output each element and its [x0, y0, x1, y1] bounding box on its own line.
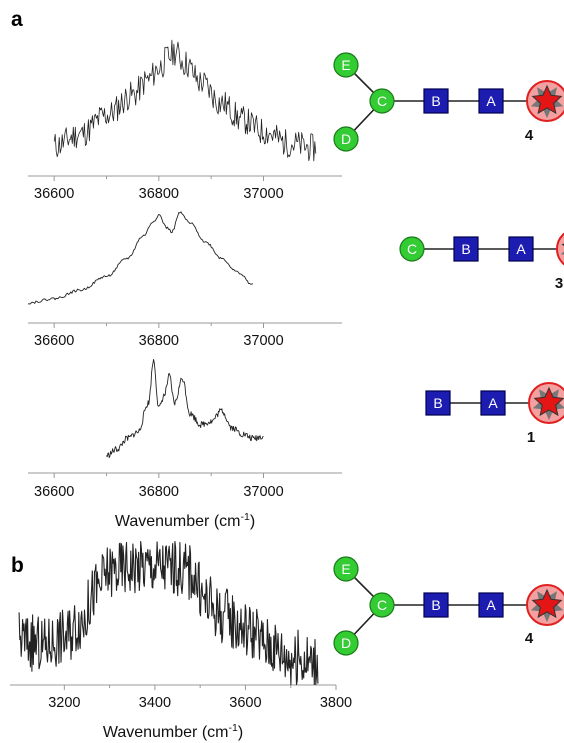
x-axis-title: Wavenumber (cm-1) — [115, 511, 255, 530]
chart-2: 36600 36800 37000 — [27, 211, 342, 349]
x-tick-label: 37000 — [243, 186, 283, 202]
x-tick-label: 37000 — [243, 333, 283, 349]
star-icon — [531, 588, 563, 619]
spectrum-line — [106, 359, 264, 458]
node-a-square — [478, 592, 504, 618]
x-axis-title: Wavenumber (cm-1) — [103, 722, 243, 741]
node-b-square — [423, 88, 449, 114]
x-tick-label: 36800 — [139, 333, 179, 349]
compound-number: 3 — [555, 275, 563, 292]
node-b-square — [453, 236, 479, 262]
node-b-label: B — [461, 241, 470, 257]
chart-4: 3200 3400 3600 3800 Wavenumber (cm-1) — [10, 540, 352, 741]
x-tick-label: 3600 — [229, 695, 261, 711]
chart-3: 36600 36800 37000 Wavenumber (cm-1) — [28, 359, 342, 530]
node-a-label: A — [488, 395, 498, 411]
x-tick-label: 36600 — [34, 333, 74, 349]
node-a-label: A — [486, 597, 496, 613]
x-tick-label: 3200 — [48, 695, 80, 711]
glycan-structure-3: B A 1 — [425, 382, 564, 446]
node-e-label: E — [341, 57, 350, 73]
panel-a-letter: a — [11, 8, 23, 31]
node-b-label: B — [431, 597, 440, 613]
chart-1: 36600 36800 37000 — [28, 39, 342, 202]
node-c-circle — [369, 592, 395, 618]
node-a-square — [480, 390, 506, 416]
node-e-circle — [333, 52, 359, 78]
node-d-circle — [333, 126, 359, 152]
node-b-label: B — [431, 93, 440, 109]
x-tick-label: 36600 — [34, 186, 74, 202]
x-tick-label: 3400 — [139, 695, 171, 711]
node-c-circle — [369, 88, 395, 114]
compound-number: 4 — [525, 127, 534, 144]
compound-number: 4 — [525, 630, 534, 647]
x-tick-label: 3800 — [320, 695, 352, 711]
node-d-label: D — [341, 635, 351, 651]
node-c-label: C — [377, 597, 387, 613]
terminal-ring — [556, 232, 564, 266]
spectrum-line — [53, 39, 317, 162]
glycan-structures-group: E D C B A 4 C B A 3 B A 1 E D C B A 4 — [333, 52, 564, 656]
spectrum-line — [27, 211, 254, 305]
star-icon — [531, 84, 563, 115]
x-tick-label: 36600 — [34, 484, 74, 500]
glycan-structure-1: E D C B A 4 — [333, 52, 564, 152]
panel-b-letter: b — [11, 554, 24, 577]
spectrum-line — [18, 540, 319, 686]
compound-number: 1 — [527, 429, 535, 446]
node-c-circle — [399, 236, 425, 262]
node-b-label: B — [433, 395, 442, 411]
node-c-label: C — [407, 241, 417, 257]
x-tick-label: 36800 — [139, 484, 179, 500]
node-a-square — [478, 88, 504, 114]
node-a-square — [508, 236, 534, 262]
node-d-circle — [333, 630, 359, 656]
plots-group: 36600 36800 37000 36600 36800 37000 36600 36800… — [10, 39, 352, 741]
x-tick-label: 36800 — [139, 186, 179, 202]
star-shadow-icon — [560, 251, 564, 255]
node-d-label: D — [341, 131, 351, 147]
node-e-circle — [333, 556, 359, 582]
node-b-square — [423, 592, 449, 618]
star-icon — [533, 386, 564, 417]
node-b-square — [425, 390, 451, 416]
node-c-label: C — [377, 93, 387, 109]
glycan-structure-4: E D C B A 4 — [333, 556, 564, 656]
node-a-label: A — [516, 241, 526, 257]
x-tick-label: 37000 — [243, 484, 283, 500]
node-a-label: A — [486, 93, 496, 109]
node-e-label: E — [341, 561, 350, 577]
glycan-structure-2: C B A 3 — [399, 232, 564, 292]
